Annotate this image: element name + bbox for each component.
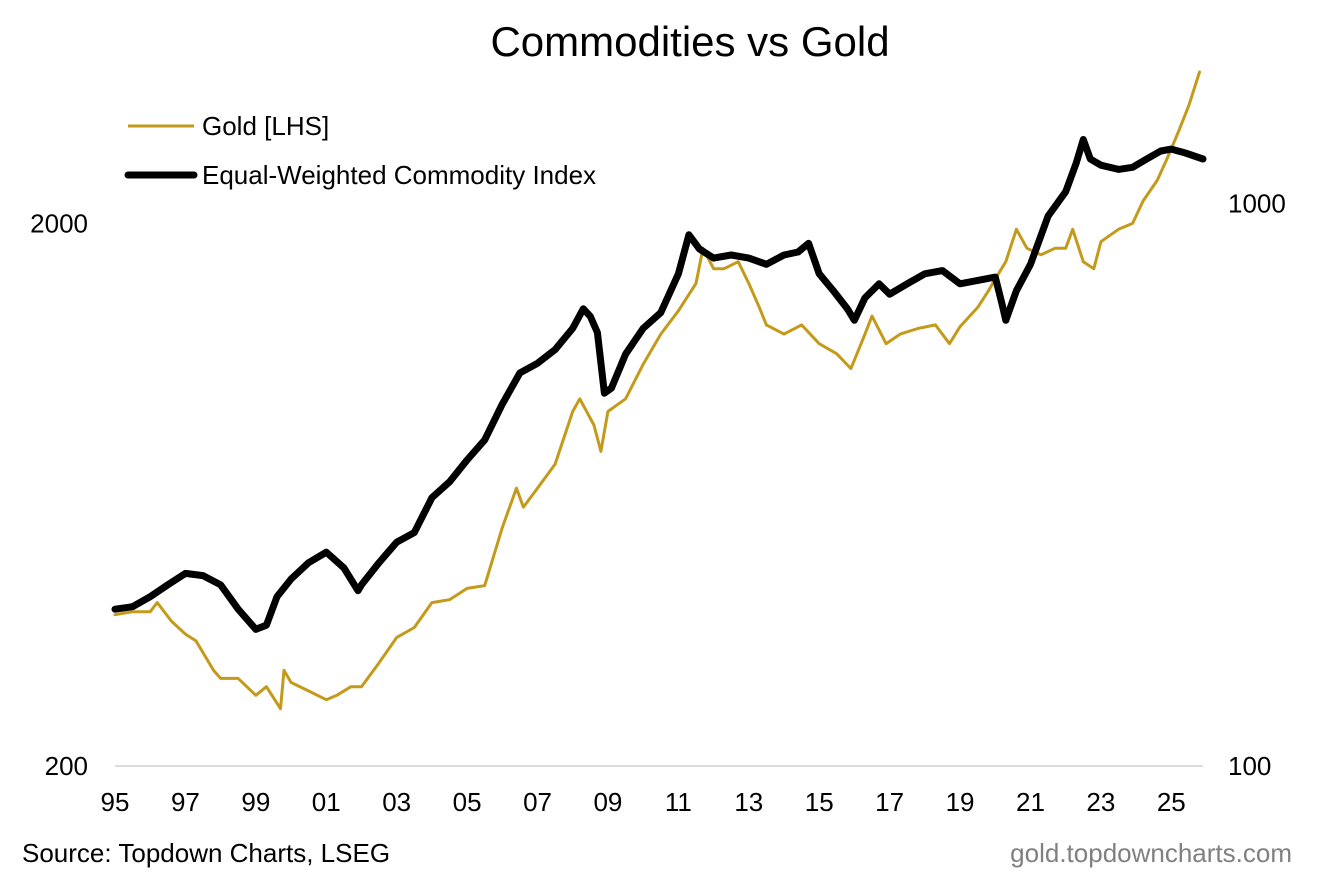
x-tick-label: 19	[946, 787, 975, 817]
watermark: gold.topdowncharts.com	[1010, 838, 1292, 868]
legend: Gold [LHS] Equal-Weighted Commodity Inde…	[124, 111, 596, 190]
x-tick-label: 17	[875, 787, 904, 817]
x-tick-label: 05	[453, 787, 482, 817]
legend-label-gold: Gold [LHS]	[202, 111, 329, 141]
x-tick-label: 11	[665, 787, 692, 817]
commodity-index-series-line	[111, 136, 1207, 633]
x-tick-label: 09	[593, 787, 622, 817]
y-right-tick-label: 1000	[1228, 189, 1286, 219]
x-tick-label: 97	[171, 787, 200, 817]
y-left-tick-label: 2000	[30, 208, 88, 238]
source-note: Source: Topdown Charts, LSEG	[22, 838, 390, 868]
x-tick-label: 03	[382, 787, 411, 817]
x-tick-label: 01	[312, 787, 341, 817]
series-layer	[111, 70, 1207, 711]
y-left-tick-label: 200	[45, 751, 88, 781]
gold-series-line	[113, 70, 1201, 711]
x-tick-label: 21	[1016, 787, 1045, 817]
x-tick-label: 15	[805, 787, 834, 817]
chart-title: Commodities vs Gold	[490, 18, 889, 65]
x-tick-label: 23	[1086, 787, 1115, 817]
x-tick-label: 99	[241, 787, 270, 817]
x-tick-label: 95	[101, 787, 130, 817]
x-tick-label: 07	[523, 787, 552, 817]
x-tick-label: 25	[1157, 787, 1186, 817]
legend-label-commodity: Equal-Weighted Commodity Index	[202, 160, 596, 190]
y-right-tick-label: 100	[1228, 751, 1271, 781]
axes: 95 97 99 01 03 05 07 09 11 13 15 17 19 21 23 25 200 2000 1…	[30, 189, 1286, 817]
x-tick-label: 13	[734, 787, 763, 817]
